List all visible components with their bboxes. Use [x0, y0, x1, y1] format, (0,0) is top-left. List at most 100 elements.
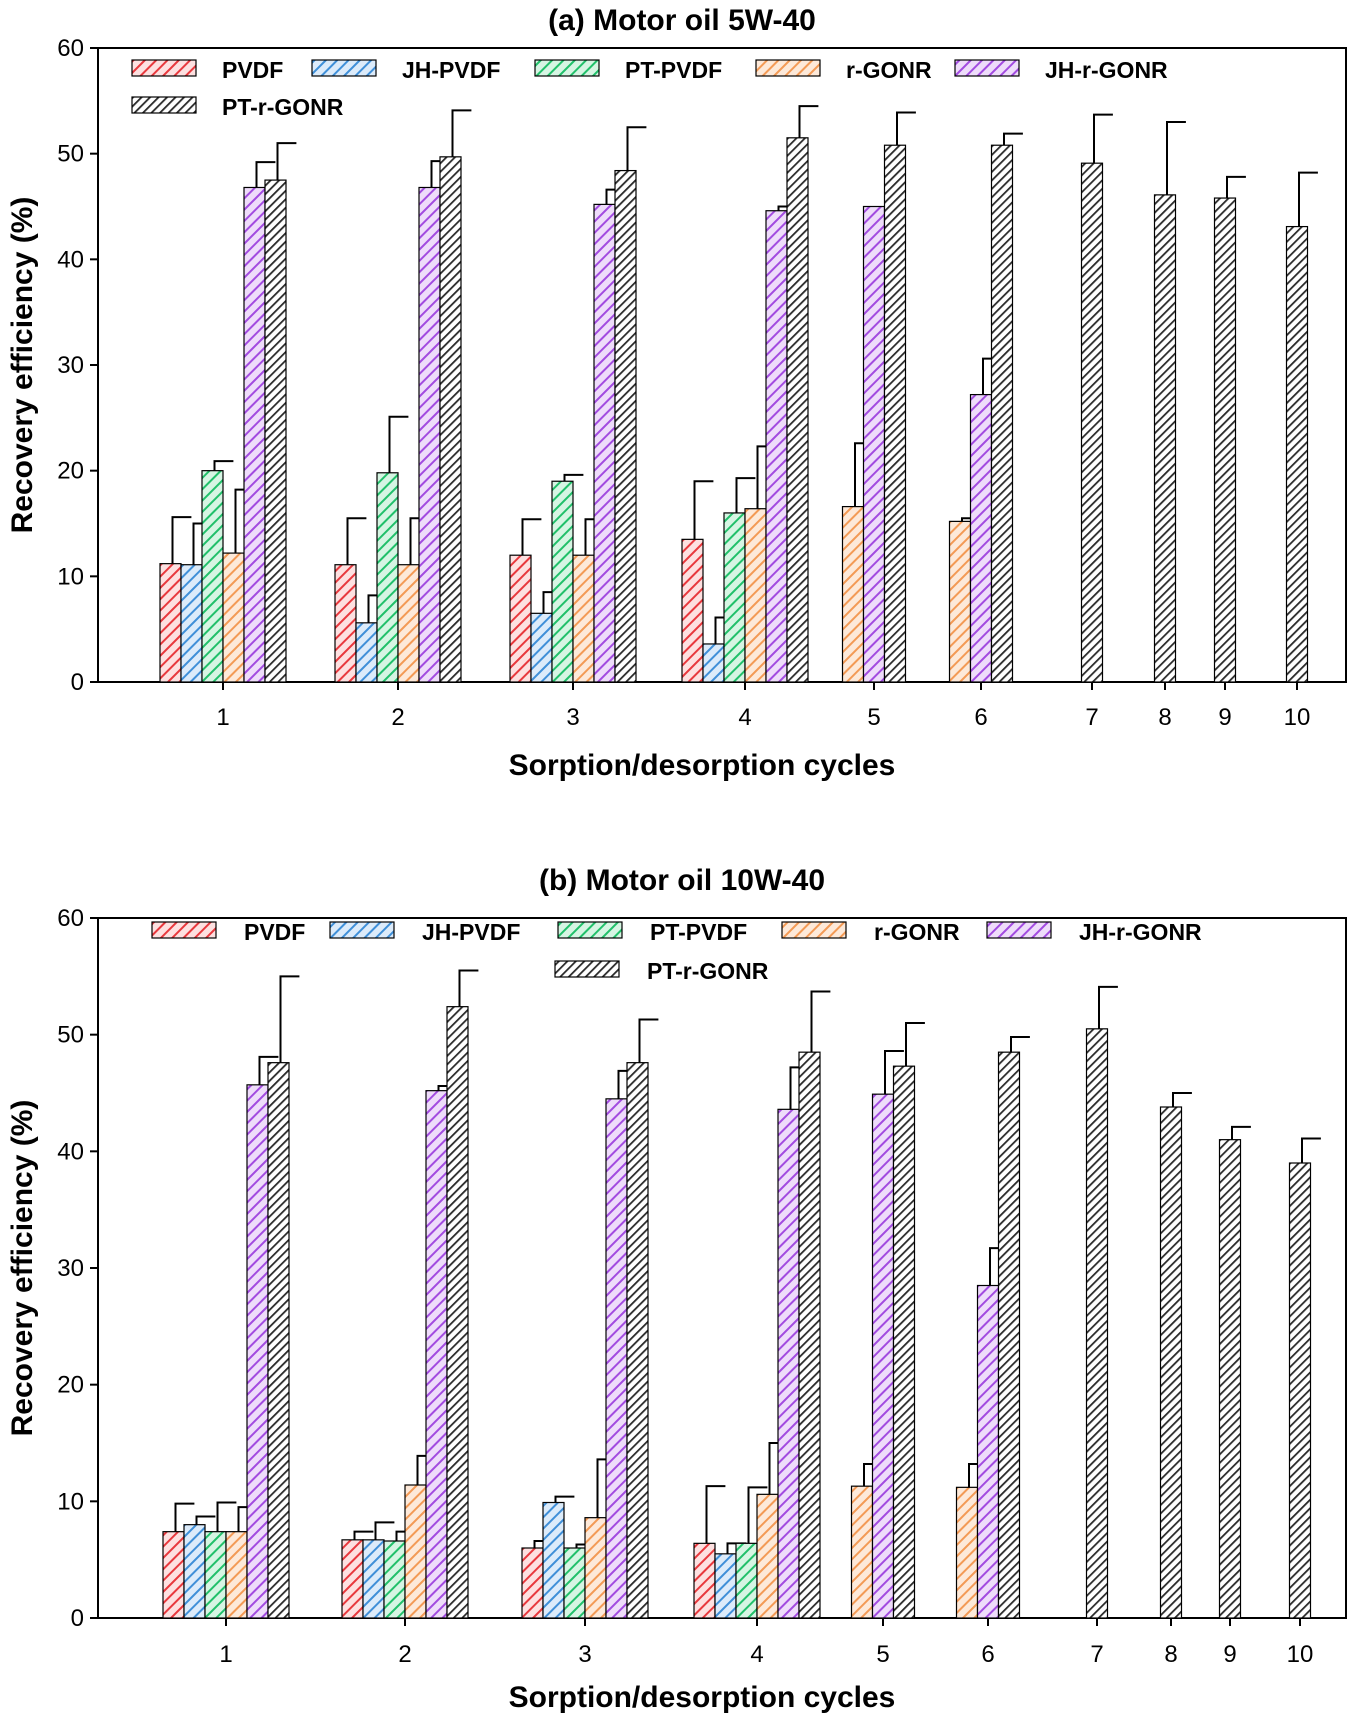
bar-pt-pvdf-cycle-1	[204, 1531, 227, 1619]
bar-jh-r-gonr-cycle-4	[765, 210, 788, 683]
error-bar-pvdf-cycle-2	[346, 517, 367, 565]
error-bar-pvdf-cycle-3	[521, 518, 542, 556]
bar-pvdf-cycle-1	[159, 563, 182, 683]
bar-r-gonr-cycle-1	[225, 1531, 248, 1619]
x-tick-label: 10	[1284, 704, 1311, 731]
bar-pvdf-cycle-3	[521, 1547, 544, 1619]
error-bar-pvdf-cycle-2	[353, 1530, 374, 1540]
x-tick-label: 2	[398, 1641, 411, 1668]
error-bar-pt-r-gonr-cycle-10	[1298, 171, 1318, 227]
legend-label-pvdf: PVDF	[222, 57, 283, 83]
bar-pt-pvdf-cycle-1	[201, 470, 224, 683]
error-bar-pt-r-gonr-cycle-2	[458, 969, 479, 1007]
bar-pt-r-gonr-cycle-1	[267, 1062, 290, 1619]
bar-pt-r-gonr-cycle-3	[626, 1062, 649, 1619]
bar-pt-r-gonr-cycle-10	[1285, 225, 1309, 683]
bar-pvdf-cycle-2	[341, 1539, 364, 1619]
x-tick-label: 7	[1085, 704, 1098, 731]
bar-jh-r-gonr-cycle-5	[862, 205, 886, 683]
bar-r-gonr-cycle-6	[955, 1486, 979, 1619]
bar-jh-pvdf-cycle-1	[180, 564, 203, 683]
bar-jh-pvdf-cycle-4	[702, 643, 725, 683]
error-bar-pt-pvdf-cycle-3	[563, 473, 584, 482]
y-tick-label: 30	[57, 352, 84, 379]
x-tick-label: 9	[1223, 1641, 1236, 1668]
bar-pt-r-gonr-cycle-2	[439, 156, 462, 683]
bar-r-gonr-cycle-4	[756, 1493, 779, 1619]
x-tick-label: 6	[974, 704, 987, 731]
legend-label-pt-pvdf: PT-PVDF	[625, 57, 722, 83]
bar-jh-r-gonr-cycle-3	[605, 1098, 628, 1619]
bar-pt-r-gonr-cycle-6	[990, 144, 1014, 683]
bar-pt-r-gonr-cycle-2	[446, 1006, 469, 1619]
y-tick-label: 20	[57, 1372, 84, 1399]
y-tick-label: 10	[57, 563, 84, 590]
y-axis-title: Recovery efficiency (%)	[6, 197, 39, 534]
chart-title: (b) Motor oil 10W-40	[539, 864, 825, 897]
error-bar-jh-r-gonr-cycle-5	[884, 1050, 904, 1095]
bar-pt-pvdf-cycle-2	[376, 472, 399, 683]
bar-pt-r-gonr-cycle-8	[1159, 1106, 1183, 1619]
legend-swatch-pt-r-gonr	[131, 96, 197, 114]
bar-pt-r-gonr-cycle-5	[883, 144, 907, 683]
y-tick-label: 0	[71, 1605, 84, 1632]
bar-pt-r-gonr-cycle-9	[1213, 197, 1237, 683]
bar-pvdf-cycle-1	[162, 1531, 185, 1619]
error-bar-pt-r-gonr-cycle-6	[1010, 1036, 1030, 1053]
x-axis-title: Sorption/desorption cycles	[509, 1681, 896, 1714]
bar-pt-r-gonr-cycle-8	[1153, 194, 1177, 683]
error-bar-pt-r-gonr-cycle-7	[1098, 985, 1118, 1029]
bar-pvdf-cycle-4	[693, 1542, 716, 1619]
x-tick-label: 5	[867, 704, 880, 731]
error-bar-pt-pvdf-cycle-2	[388, 415, 409, 473]
bar-jh-pvdf-cycle-3	[542, 1501, 565, 1619]
bar-jh-pvdf-cycle-4	[714, 1553, 737, 1619]
x-tick-label: 6	[981, 1641, 994, 1668]
bar-pt-r-gonr-cycle-6	[997, 1051, 1021, 1619]
error-bar-pt-pvdf-cycle-1	[216, 1501, 237, 1532]
bar-r-gonr-cycle-4	[744, 508, 767, 683]
bar-jh-pvdf-cycle-2	[355, 622, 378, 683]
bar-pvdf-cycle-3	[509, 554, 532, 683]
x-tick-label: 10	[1287, 1641, 1314, 1668]
x-tick-label: 7	[1090, 1641, 1103, 1668]
legend-label-pt-r-gonr: PT-r-GONR	[222, 94, 344, 120]
bar-pt-r-gonr-cycle-5	[892, 1065, 916, 1619]
legend-label-jh-pvdf: JH-PVDF	[402, 57, 500, 83]
bar-pt-r-gonr-cycle-9	[1218, 1139, 1242, 1619]
bar-pt-r-gonr-cycle-4	[786, 137, 809, 683]
error-bar-pt-pvdf-cycle-4	[735, 477, 756, 513]
y-tick-label: 0	[71, 669, 84, 696]
error-bar-pt-r-gonr-cycle-2	[451, 109, 472, 157]
error-bar-pvdf-cycle-4	[705, 1485, 726, 1544]
bar-jh-r-gonr-cycle-6	[969, 393, 993, 683]
error-bar-pt-r-gonr-cycle-3	[638, 1018, 659, 1063]
legend-label-jh-r-gonr: JH-r-GONR	[1045, 57, 1168, 83]
error-bar-pt-r-gonr-cycle-9	[1231, 1125, 1251, 1140]
legend-label-jh-r-gonr: JH-r-GONR	[1079, 919, 1202, 945]
chart-panel-a: (a) Motor oil 5W-40 0 10 20 30 40 50 60 Recovery…	[6, 4, 1347, 782]
y-tick-label: 50	[57, 141, 84, 168]
bar-jh-pvdf-cycle-2	[362, 1539, 385, 1619]
bar-pt-pvdf-cycle-4	[723, 512, 746, 683]
bar-r-gonr-cycle-5	[841, 505, 865, 683]
bar-jh-r-gonr-cycle-1	[243, 186, 266, 683]
x-tick-label: 8	[1164, 1641, 1177, 1668]
bar-jh-r-gonr-cycle-6	[976, 1284, 1000, 1619]
x-tick-label: 3	[566, 704, 579, 731]
bar-jh-pvdf-cycle-1	[183, 1524, 206, 1619]
error-bar-pt-r-gonr-cycle-4	[798, 105, 819, 138]
legend-label-r-gonr: r-GONR	[846, 57, 932, 83]
bar-pt-pvdf-cycle-3	[551, 480, 574, 683]
legend-swatch-r-gonr	[755, 59, 821, 77]
x-tick-label: 2	[391, 704, 404, 731]
x-tick-label: 1	[219, 1641, 232, 1668]
bar-jh-r-gonr-cycle-4	[777, 1108, 800, 1619]
error-bar-pt-r-gonr-cycle-1	[276, 142, 297, 181]
bar-jh-r-gonr-cycle-3	[593, 203, 616, 683]
error-bar-pvdf-cycle-4	[693, 480, 714, 540]
legend-label-pvdf: PVDF	[244, 919, 305, 945]
bar-jh-r-gonr-cycle-2	[418, 186, 441, 683]
error-bar-pt-r-gonr-cycle-7	[1093, 113, 1113, 164]
